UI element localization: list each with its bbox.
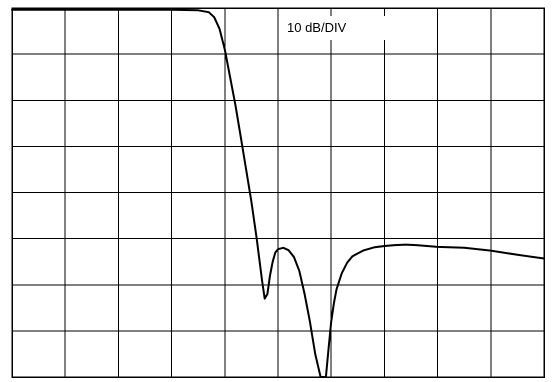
scale-label-background: [282, 16, 386, 40]
scale-label: 10 dB/DIV: [287, 20, 347, 35]
grid: [12, 8, 544, 377]
response-trace: [11, 8, 545, 378]
plot-frame: [11, 7, 545, 378]
